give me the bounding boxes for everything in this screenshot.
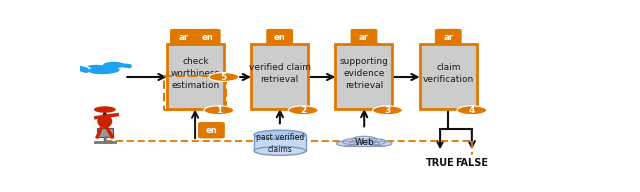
Circle shape: [372, 106, 403, 115]
Ellipse shape: [337, 141, 355, 146]
FancyBboxPatch shape: [194, 29, 221, 45]
Ellipse shape: [349, 141, 379, 146]
Ellipse shape: [342, 139, 364, 145]
FancyArrowPatch shape: [80, 69, 86, 70]
Ellipse shape: [254, 130, 306, 139]
FancyBboxPatch shape: [170, 29, 197, 45]
Ellipse shape: [254, 146, 306, 155]
Text: ar: ar: [444, 33, 453, 42]
Text: 1: 1: [216, 106, 222, 115]
Circle shape: [457, 106, 487, 115]
Text: en: en: [202, 33, 213, 42]
FancyBboxPatch shape: [198, 122, 225, 138]
Ellipse shape: [374, 141, 392, 146]
FancyBboxPatch shape: [344, 143, 384, 146]
Ellipse shape: [352, 136, 376, 143]
FancyBboxPatch shape: [266, 29, 293, 45]
Ellipse shape: [97, 115, 112, 128]
Text: 4: 4: [468, 106, 475, 115]
Circle shape: [204, 106, 234, 115]
FancyBboxPatch shape: [167, 44, 224, 109]
Text: 2: 2: [300, 106, 307, 115]
Text: verified claim
retrieval: verified claim retrieval: [248, 63, 310, 84]
Text: past verified
claims: past verified claims: [256, 133, 304, 154]
Text: en: en: [274, 33, 285, 42]
Text: FALSE: FALSE: [455, 158, 488, 168]
FancyBboxPatch shape: [335, 44, 392, 109]
Circle shape: [94, 106, 116, 113]
Text: check
worthiness
estimation: check worthiness estimation: [171, 57, 220, 90]
Text: 5: 5: [221, 73, 227, 81]
Text: ar: ar: [359, 33, 369, 42]
FancyBboxPatch shape: [351, 29, 378, 45]
Text: 3: 3: [385, 106, 390, 115]
Circle shape: [209, 73, 239, 81]
Text: supporting
evidence
retrieval: supporting evidence retrieval: [340, 57, 388, 90]
FancyArrowPatch shape: [124, 65, 130, 66]
Circle shape: [103, 62, 125, 68]
Ellipse shape: [88, 66, 120, 74]
FancyBboxPatch shape: [420, 44, 477, 109]
Ellipse shape: [88, 65, 109, 69]
Circle shape: [288, 106, 318, 115]
Text: ar: ar: [179, 33, 188, 42]
FancyBboxPatch shape: [435, 29, 461, 45]
Text: Web: Web: [355, 138, 374, 147]
Text: TRUE: TRUE: [426, 158, 454, 168]
Text: claim
verification: claim verification: [422, 63, 474, 84]
Ellipse shape: [364, 139, 386, 145]
FancyBboxPatch shape: [254, 135, 306, 151]
FancyBboxPatch shape: [251, 44, 308, 109]
FancyBboxPatch shape: [97, 128, 113, 137]
Text: en: en: [205, 126, 218, 135]
